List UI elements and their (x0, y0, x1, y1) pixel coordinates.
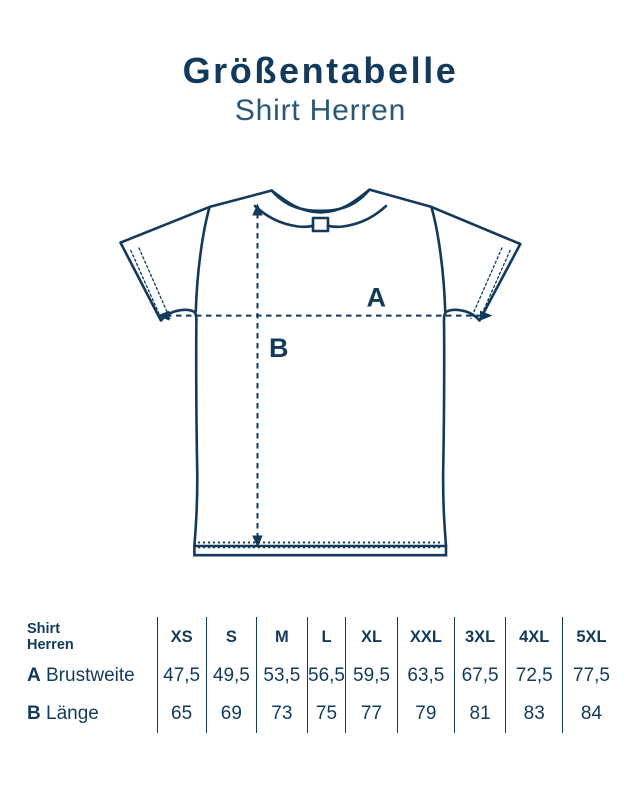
svg-text:A: A (367, 283, 387, 313)
svg-text:B: B (269, 333, 289, 363)
